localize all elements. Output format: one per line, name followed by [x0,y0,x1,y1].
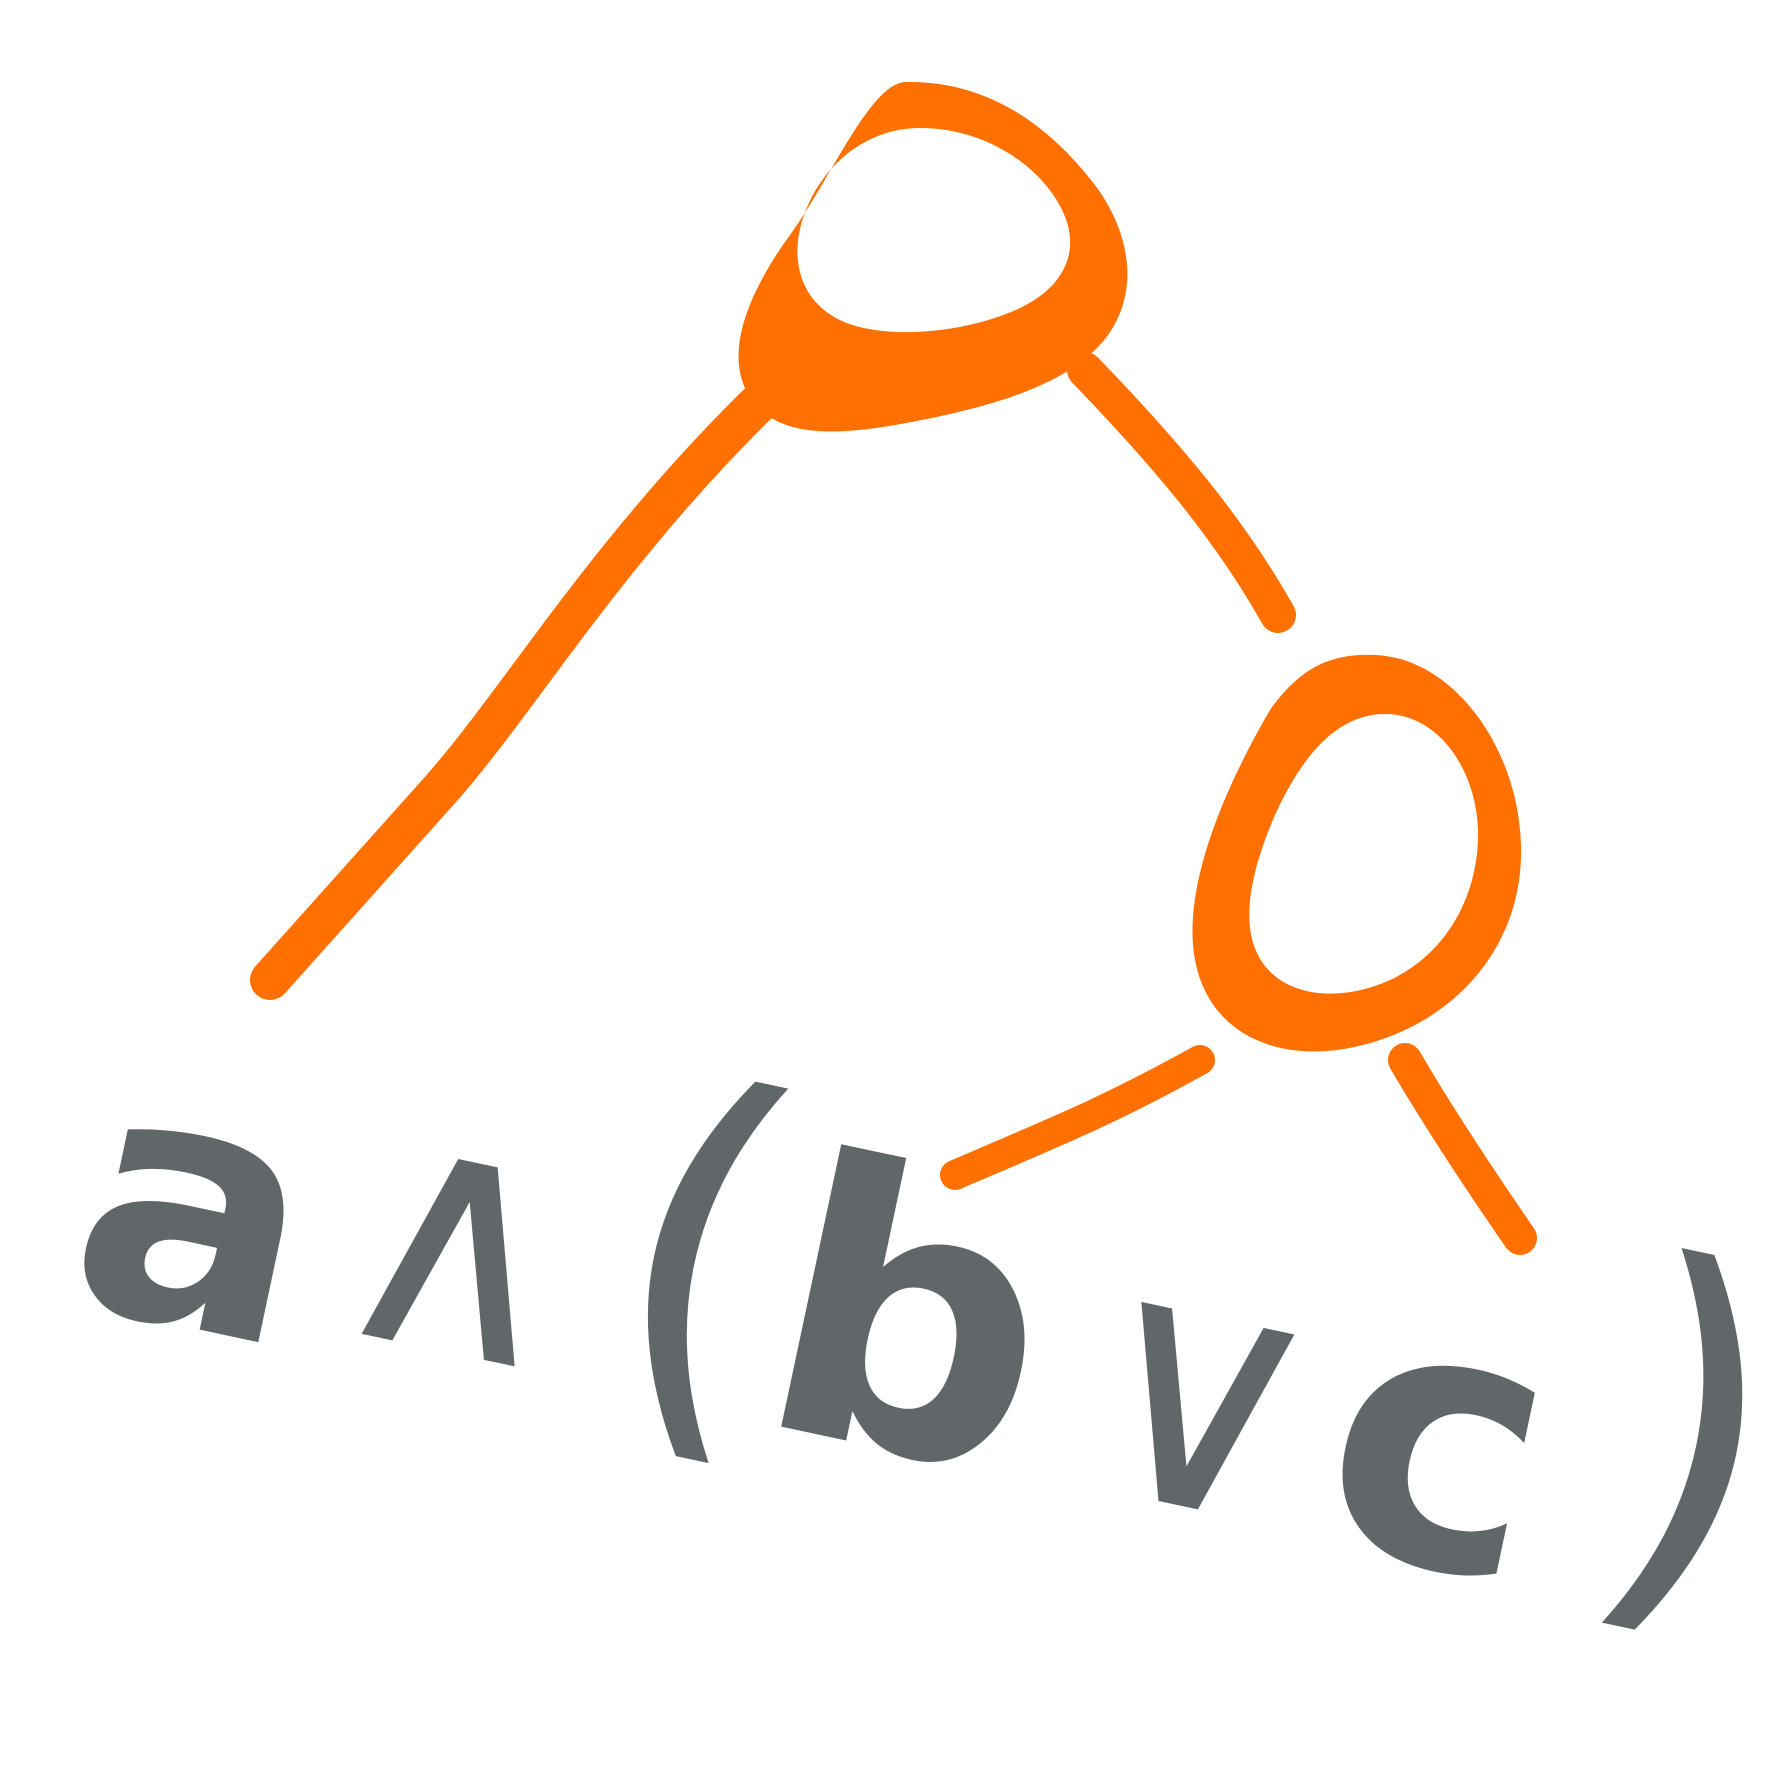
close-paren: ) [1559,1171,1775,1695]
and-operator: ∧ [304,1026,620,1452]
inner-node-icon [1192,654,1522,1052]
inner-left-branch [940,1045,1215,1190]
left-branch [250,370,792,1000]
expression-tree [250,81,1537,1255]
right-branch [1067,352,1296,633]
formula: a ∧ ( b ∨ c ) [43,991,1775,1695]
inner-right-branch [1388,1043,1537,1255]
root-node-icon [738,81,1128,432]
variable-a: a [43,992,350,1427]
